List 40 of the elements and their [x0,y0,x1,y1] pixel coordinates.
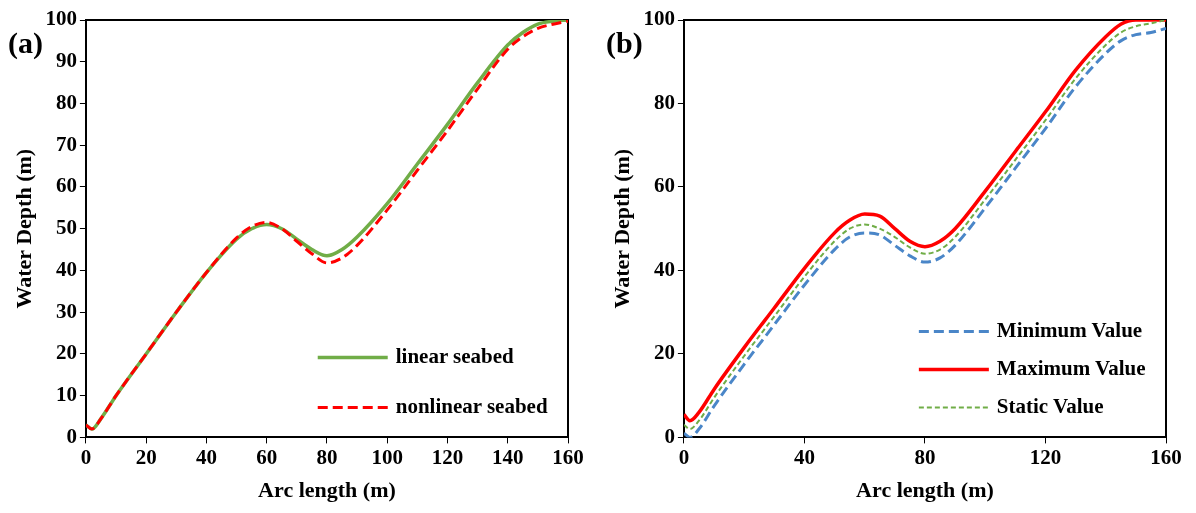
text: (a) [8,25,43,60]
x-tick-label: 80 [316,445,338,470]
y-tick-label: 20 [653,340,675,365]
x-tick-label: 80 [914,445,936,470]
legend-label: Static Value [996,393,1104,418]
y-axis-title: Water Depth (m) [10,148,36,309]
x-tick-label: 40 [195,445,217,470]
x-tick-label: 120 [1029,445,1062,470]
x-axis-title: Arc length (m) [258,477,396,503]
y-tick-label: 30 [55,298,77,323]
x-tick-label: 100 [371,445,403,470]
x-axis-title: Arc length (m) [856,477,994,503]
y-tick-label: 90 [55,48,77,73]
y-tick-label: 60 [653,173,675,198]
y-tick-label: 0 [66,423,77,448]
y-tick-label: 100 [45,6,77,31]
y-tick-label: 80 [55,89,77,114]
y-tick-label: 100 [643,6,675,31]
x-tick-label: 160 [552,445,584,470]
x-tick-label: 120 [431,445,464,470]
legend-label: linear seabed [395,343,515,368]
y-tick-label: 20 [55,340,77,365]
y-tick-label: 40 [653,256,675,281]
text: (b) [606,25,643,60]
y-axis-title: Water Depth (m) [608,148,634,309]
x-tick-label: 60 [256,445,278,470]
y-tick-label: 80 [653,89,675,114]
y-tick-label: 40 [55,256,77,281]
y-tick-label: 50 [55,215,77,240]
legend-label: Minimum Value [996,317,1143,342]
y-tick-label: 0 [664,423,675,448]
legend-label: Maximum Value [996,355,1146,380]
legend-label: nonlinear seabed [395,393,548,418]
y-tick-label: 10 [55,382,77,407]
x-tick-label: 160 [1150,445,1182,470]
y-tick-label: 60 [55,173,77,198]
x-tick-label: 40 [793,445,815,470]
x-tick-label: 140 [491,445,524,470]
x-tick-label: 20 [135,445,157,470]
y-tick-label: 70 [55,131,77,156]
